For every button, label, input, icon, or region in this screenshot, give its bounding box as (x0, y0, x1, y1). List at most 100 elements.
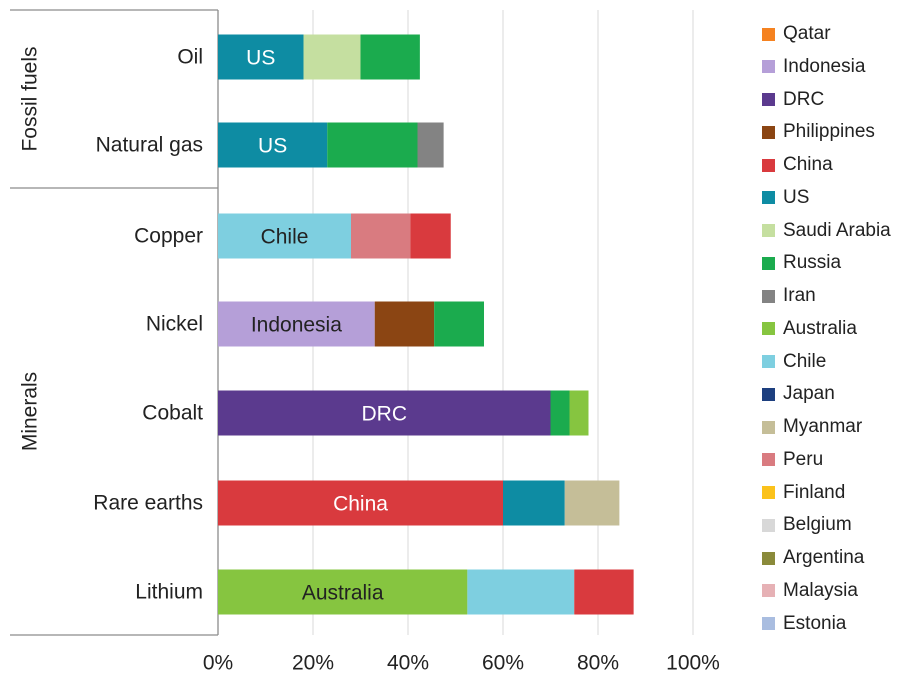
legend-label: Argentina (783, 547, 865, 568)
legend-swatch (762, 60, 775, 74)
bar-label: US (246, 47, 275, 70)
legend-label: Estonia (783, 612, 847, 634)
bar-segment (360, 34, 420, 80)
legend-swatch (762, 617, 775, 630)
bar-label: Australia (302, 582, 384, 605)
bar-segment (218, 390, 551, 436)
legend-label: Myanmar (783, 416, 863, 437)
legend-label: Qatar (783, 23, 831, 44)
bar-segment (569, 390, 589, 436)
x-tick-label: 100% (666, 652, 720, 675)
bar-segment (327, 122, 418, 168)
bar-segment (550, 390, 570, 436)
legend-swatch (762, 518, 775, 532)
legend-swatch (762, 191, 775, 205)
legend-label: Japan (783, 383, 835, 405)
bar-label: DRC (362, 403, 408, 426)
legend-swatch (762, 453, 775, 467)
legend-swatch (762, 125, 775, 139)
legend-swatch (762, 355, 775, 368)
legend-item: Myanmar (762, 413, 862, 441)
legend-item: Russia (762, 249, 841, 277)
category-label: Nickel (146, 313, 203, 336)
group-label: Fossil fuels (19, 46, 42, 151)
legend-label: Belgium (783, 514, 852, 536)
legend-label: Iran (783, 285, 816, 306)
bar-segment (351, 213, 411, 259)
x-tick-label: 60% (482, 652, 524, 675)
legend-swatch (762, 93, 775, 106)
legend-item: Japan (762, 380, 835, 408)
legend-label: Indonesia (783, 55, 866, 77)
legend-item: China (762, 151, 833, 179)
legend-label: Peru (783, 448, 824, 470)
legend-item: Argentina (762, 544, 864, 572)
bar-segment (434, 301, 484, 347)
legend-swatch (762, 420, 775, 434)
category-label: Rare earths (93, 492, 203, 515)
bar-label: Indonesia (251, 314, 342, 337)
legend-item: Qatar (762, 20, 831, 48)
chart-plot: Fossil fuels Minerals Oil Natural gas Copper… (10, 9, 720, 675)
legend-item: Australia (762, 315, 857, 343)
legend-label: Chile (783, 350, 827, 372)
bar-segment (374, 301, 435, 347)
legend-item: Chile (762, 348, 826, 376)
x-tick-label: 0% (203, 652, 233, 675)
legend-swatch (762, 158, 775, 172)
legend-swatch (762, 27, 775, 41)
category-label: Oil (177, 46, 203, 69)
bar-segment (410, 213, 451, 259)
x-tick-label: 80% (577, 652, 619, 675)
bar-segment (574, 569, 634, 615)
category-label: Lithium (135, 581, 203, 604)
legend-item: Peru (762, 446, 823, 474)
legend-item: Indonesia (762, 53, 865, 81)
legend-swatch (762, 224, 775, 237)
legend-swatch (762, 256, 775, 270)
legend-label: Malaysia (783, 579, 858, 601)
legend-swatch (762, 551, 775, 565)
legend-label: Australia (783, 317, 857, 339)
bar-segment (417, 122, 444, 168)
bar-segment (218, 122, 328, 168)
legend-item: Iran (762, 282, 816, 310)
legend-item: Saudi Arabia (762, 217, 891, 245)
bar-segment (218, 34, 304, 80)
bar-segment (218, 301, 375, 347)
bar-segment (467, 569, 575, 615)
legend-swatch (762, 387, 775, 401)
x-tick-label: 20% (292, 652, 334, 675)
legend-label: DRC (783, 88, 825, 110)
bar-segment (218, 480, 503, 526)
legend-item: Philippines (762, 118, 875, 146)
legend-item: Finland (762, 479, 845, 507)
legend-label: Philippines (783, 121, 875, 143)
legend-swatch (762, 486, 775, 499)
bar-segment (218, 213, 351, 259)
legend-item: Belgium (762, 511, 852, 539)
legend-item: Malaysia (762, 577, 858, 605)
legend-swatch (762, 289, 775, 303)
legend-swatch (762, 322, 775, 336)
legend-label: Finland (783, 481, 846, 503)
x-tick-label: 40% (387, 652, 429, 675)
legend-item: DRC (762, 86, 824, 114)
legend-label: China (783, 154, 833, 175)
legend-item: US (762, 184, 809, 212)
legend-item: Estonia (762, 610, 846, 638)
legend-label: Russia (783, 252, 842, 274)
bar-segment (503, 480, 565, 526)
bar-label: Chile (261, 226, 309, 249)
category-label: Copper (134, 225, 203, 248)
bar-label: US (258, 135, 287, 158)
bar-segment (218, 569, 468, 615)
category-label: Natural gas (96, 134, 203, 157)
bar-segment (564, 480, 620, 526)
legend-label: US (783, 186, 810, 208)
legend-swatch (762, 584, 775, 598)
category-label: Cobalt (142, 402, 203, 425)
bar-label: China (333, 493, 388, 516)
legend-label: Saudi Arabia (783, 219, 891, 241)
